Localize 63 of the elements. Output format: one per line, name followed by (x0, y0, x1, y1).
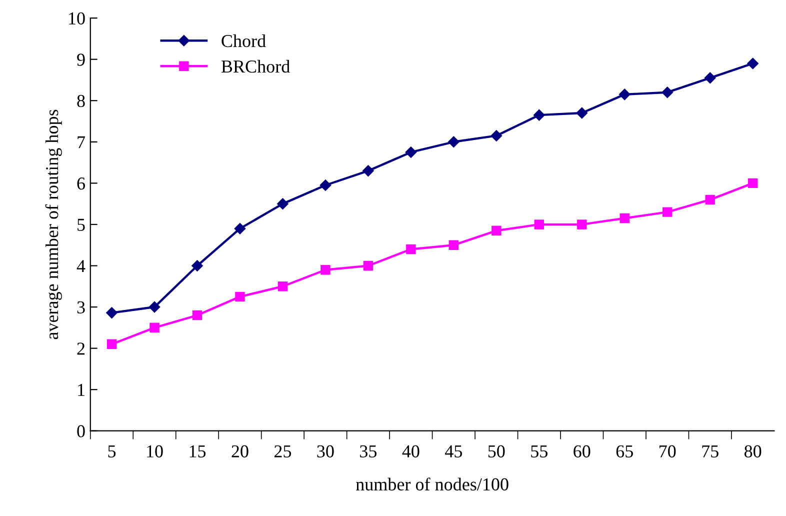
legend-label: Chord (222, 34, 266, 48)
point (662, 86, 673, 98)
point (278, 282, 288, 292)
x-tick-label: 5 (108, 445, 116, 458)
point (362, 165, 374, 176)
point (448, 240, 459, 250)
point (277, 198, 288, 210)
point (148, 301, 160, 313)
x-tick-label: 35 (360, 445, 377, 458)
x-tick-label: 55 (531, 445, 548, 458)
point (704, 72, 716, 84)
x-tick-label: 10 (147, 445, 163, 458)
point (534, 109, 545, 121)
point (192, 310, 202, 320)
x-tick-label: 20 (232, 445, 248, 458)
point (619, 88, 630, 100)
point (747, 58, 758, 70)
y-tick-label: 7 (78, 136, 86, 148)
point (234, 222, 246, 234)
point (320, 265, 330, 275)
legend-label: BRChord (221, 60, 290, 73)
x-tick-label: 70 (660, 445, 676, 458)
x-tick-label: 15 (190, 445, 206, 458)
point (662, 207, 672, 217)
point (577, 220, 587, 230)
point (320, 180, 332, 191)
point (235, 292, 245, 302)
point (492, 226, 502, 236)
x-tick-label: 80 (744, 445, 762, 458)
point (534, 220, 544, 230)
x-axis-title: number of nodes/100 (356, 478, 508, 490)
y-tick-label: 2 (77, 342, 85, 355)
y-tick-label: 9 (77, 54, 85, 66)
x-tick-label: 50 (488, 445, 505, 458)
point (406, 244, 416, 254)
x-tick-label: 60 (574, 445, 590, 458)
point (576, 107, 588, 119)
x-tick-label: 30 (317, 445, 334, 458)
point (490, 130, 502, 142)
point (748, 178, 758, 188)
y-tick-label: 8 (77, 94, 85, 108)
point (192, 260, 203, 272)
point (448, 136, 460, 148)
x-tick-label: 40 (402, 445, 420, 458)
y-tick-label: 0 (77, 425, 85, 438)
y-tick-label: 3 (77, 301, 85, 314)
y-tick-label: 4 (76, 260, 86, 272)
y-tick-label: 5 (78, 218, 85, 231)
y-tick-label: 10 (69, 12, 85, 24)
y-axis-title: average number of routing hops (45, 110, 62, 340)
point (106, 307, 118, 318)
point (705, 194, 715, 205)
point (405, 146, 417, 158)
y-tick-label: 1 (78, 384, 84, 396)
point (620, 213, 630, 224)
x-tick-label: 45 (444, 445, 462, 458)
point (106, 339, 117, 350)
x-tick-label: 25 (274, 445, 292, 458)
x-tick-label: 75 (702, 445, 718, 458)
point (150, 322, 160, 333)
point (363, 260, 374, 271)
y-tick-label: 6 (77, 177, 85, 190)
x-tick-label: 65 (616, 445, 633, 458)
